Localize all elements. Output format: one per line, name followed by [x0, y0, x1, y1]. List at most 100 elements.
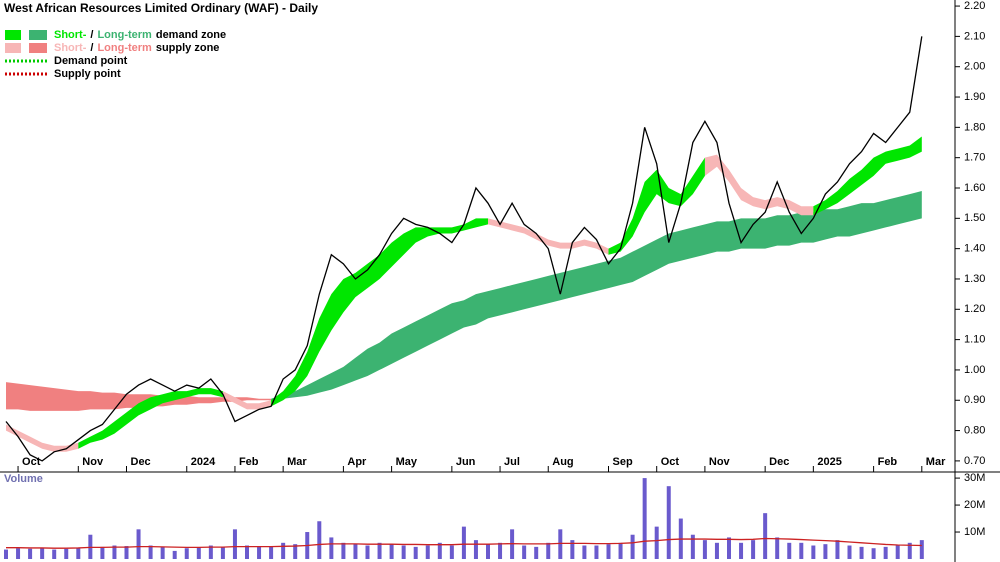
- x-tick-label: Jul: [504, 456, 520, 468]
- x-tick-label: Oct: [661, 456, 680, 468]
- legend-text: supply zone: [156, 42, 220, 54]
- legend-separator: /: [90, 29, 93, 41]
- volume-bar: [401, 545, 406, 559]
- legend-swatch: [29, 43, 47, 53]
- volume-bar: [112, 545, 117, 559]
- y-tick-label: 1.50: [964, 212, 985, 224]
- short-term-demand-zone: [813, 136, 922, 216]
- x-tick-label: Feb: [878, 456, 898, 468]
- volume-bar: [919, 540, 924, 559]
- volume-bar: [642, 478, 647, 559]
- y-tick-label: 1.60: [964, 182, 985, 194]
- x-tick-label: Nov: [709, 456, 731, 468]
- volume-bar: [883, 546, 888, 559]
- volume-bar: [341, 542, 346, 559]
- x-tick-label: Oct: [22, 456, 41, 468]
- y-tick-label: 0.70: [964, 455, 985, 467]
- volume-bar: [666, 486, 671, 559]
- volume-bar: [473, 540, 478, 559]
- y-tick-label: 1.30: [964, 273, 985, 285]
- volume-bar: [582, 545, 587, 559]
- volume-bar: [353, 544, 358, 559]
- volume-bar: [16, 548, 21, 559]
- short-term-demand-zone: [271, 218, 488, 407]
- volume-bar: [751, 540, 756, 559]
- volume-bar: [618, 542, 623, 559]
- volume-bar: [293, 544, 298, 559]
- volume-bar: [558, 529, 563, 559]
- volume-bar: [714, 542, 719, 559]
- legend-label: Short- / Long-term demand zone: [54, 29, 226, 41]
- volume-bar: [811, 545, 816, 559]
- volume-bar: [317, 521, 322, 559]
- y-tick-label: 1.40: [964, 243, 985, 255]
- legend-long: Long-term: [97, 29, 152, 41]
- volume-bar: [196, 547, 201, 559]
- volume-bar: [184, 548, 189, 559]
- volume-bar: [413, 546, 418, 559]
- x-tick-label: 2024: [191, 456, 216, 468]
- volume-bar: [823, 544, 828, 559]
- legend-swatch: [5, 43, 21, 53]
- volume-tick-label: 30M: [964, 472, 985, 484]
- chart-title: West African Resources Limited Ordinary …: [4, 1, 318, 15]
- short-term-supply-zone: [6, 424, 79, 452]
- legend-swatch: [5, 30, 21, 40]
- legend-text: demand zone: [156, 29, 226, 41]
- volume-bar: [377, 542, 382, 559]
- volume-bar: [28, 548, 33, 559]
- volume-bar: [365, 545, 370, 559]
- volume-average: [6, 537, 922, 549]
- volume-bar: [172, 550, 177, 559]
- x-tick-label: Aug: [552, 456, 573, 468]
- volume-bar: [437, 542, 442, 559]
- volume-bar: [64, 548, 69, 559]
- legend-long: Long-term: [97, 42, 152, 54]
- volume-bar: [859, 546, 864, 559]
- volume-bar: [895, 545, 900, 559]
- volume-bar: [702, 540, 707, 559]
- legend-short: Short-: [54, 29, 87, 41]
- volume-bar: [329, 537, 334, 559]
- volume-bar: [570, 540, 575, 559]
- volume-bar: [690, 534, 695, 559]
- volume-bar: [534, 546, 539, 559]
- volume-tick-label: 20M: [964, 499, 985, 511]
- legend-label: Short- / Long-term supply zone: [54, 42, 219, 54]
- volume-bar: [76, 548, 81, 559]
- price-line: [5, 36, 923, 462]
- y-tick-label: 2.20: [964, 0, 985, 12]
- y-tick-label: 1.90: [964, 91, 985, 103]
- volume-bar: [727, 537, 731, 559]
- volume-bar: [245, 545, 249, 559]
- volume-bar: [739, 542, 744, 559]
- volume-bar: [498, 542, 503, 559]
- short-term-demand-zone: [78, 388, 223, 449]
- volume-bar: [775, 537, 780, 559]
- y-tick-label: 2.10: [964, 30, 985, 42]
- volume-bar: [52, 549, 57, 559]
- y-tick-label: 1.10: [964, 334, 985, 346]
- long-term-supply-zone: [6, 382, 272, 411]
- volume-bar: [232, 529, 237, 559]
- volume-bar: [606, 544, 611, 559]
- y-tick-label: 2.00: [964, 61, 985, 73]
- x-tick-label: Mar: [926, 456, 946, 468]
- x-tick-label: Nov: [82, 456, 104, 468]
- x-tick-label: Jun: [456, 456, 476, 468]
- x-tick-label: Feb: [239, 456, 259, 468]
- x-tick-label: Sep: [613, 456, 633, 468]
- y-tick-label: 1.00: [964, 364, 985, 376]
- short-term-demand-zone: [608, 157, 705, 255]
- y-tick-label: 0.90: [964, 394, 985, 406]
- volume-bar: [907, 542, 912, 559]
- volume-bar: [486, 544, 490, 559]
- volume-bar: [220, 546, 225, 559]
- volume-bar: [257, 546, 262, 559]
- volume-bar: [787, 542, 792, 559]
- legend-short: Short-: [54, 42, 87, 54]
- legend-separator: /: [90, 42, 93, 54]
- x-tick-label: May: [396, 456, 418, 468]
